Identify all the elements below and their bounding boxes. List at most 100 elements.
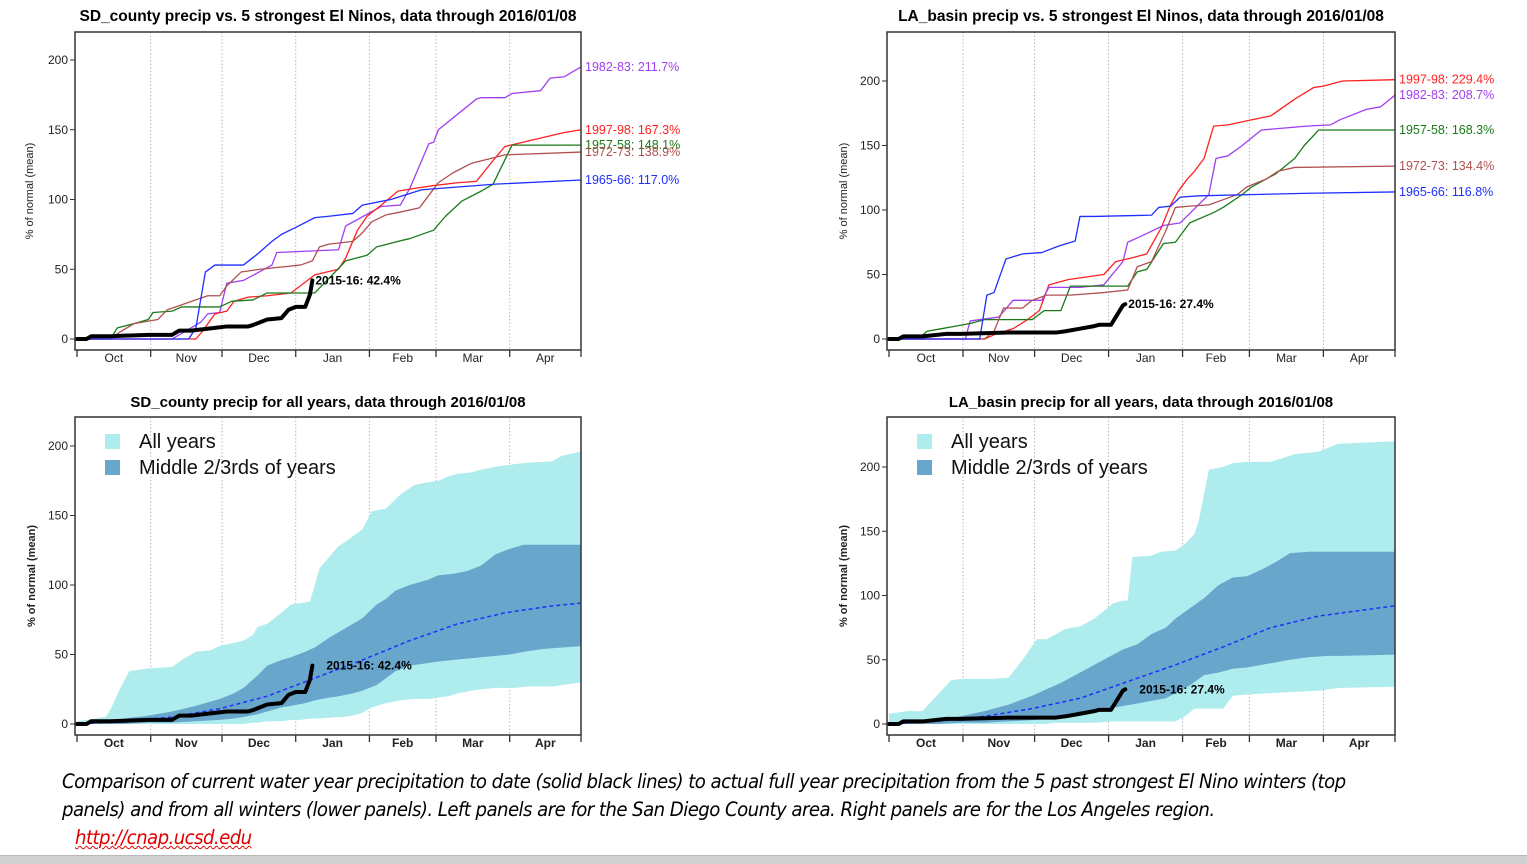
x-tick-label: Nov: [987, 736, 1010, 750]
series-label-1965-66: 1965-66: 116.8%: [1399, 185, 1493, 199]
x-tick-label: Apr: [536, 351, 555, 365]
y-tick-label: 0: [873, 717, 880, 731]
plot-frame: [74, 31, 582, 351]
y-tick-label: 0: [61, 332, 68, 346]
x-tick-label: Nov: [176, 351, 197, 365]
x-tick-label: Dec: [248, 736, 270, 750]
series-line-2015-16: [887, 687, 1128, 726]
y-tick-label: 200: [48, 439, 68, 453]
legend-swatch: [917, 460, 932, 475]
x-tick-label: Oct: [104, 736, 124, 750]
x-tick-label: Feb: [392, 736, 413, 750]
window-bottom-bar: [0, 855, 1527, 864]
series-label-2015-16: 2015-16: 42.4%: [326, 659, 412, 673]
series-line-1972-73: [888, 165, 1396, 340]
series-label-2015-16: 2015-16: 27.4%: [1139, 682, 1225, 696]
caption-text: Comparison of current water year precipi…: [62, 770, 1346, 821]
x-tick-label: Feb: [392, 351, 413, 365]
series-label-1957-58: 1957-58: 168.3%: [1399, 123, 1494, 137]
x-tick-label: Dec: [248, 351, 269, 365]
x-tick-label: Jan: [322, 736, 343, 750]
legend-label: All years: [951, 431, 1028, 453]
legend-label: Middle 2/3rds of years: [139, 457, 336, 479]
chart-title: SD_county precip vs. 5 strongest El Nino…: [79, 8, 576, 25]
x-tick-label: Mar: [462, 736, 484, 750]
series-line-2015-16: [75, 663, 315, 726]
series-label-1957-58: 1957-58: 148.1%: [585, 138, 680, 152]
plot-frame: [886, 416, 1396, 736]
y-tick-label: 100: [48, 578, 68, 592]
y-tick-label: 200: [48, 53, 68, 67]
figure-caption: Comparison of current water year precipi…: [62, 768, 1401, 852]
y-tick-label: 50: [55, 262, 69, 276]
series-line-1997-98: [76, 129, 582, 340]
plot-frame: [886, 31, 1396, 351]
x-tick-label: Feb: [1206, 351, 1227, 365]
chart-figure: SD_county precip vs. 5 strongest El Nino…: [24, 8, 1494, 750]
x-tick-label: Dec: [1061, 351, 1082, 365]
legend-swatch: [105, 434, 120, 449]
series-line-1982-83: [888, 94, 1396, 340]
source-link[interactable]: http://cnap.ucsd.edu: [75, 826, 252, 849]
y-tick-label: 100: [48, 193, 68, 207]
series-line-1997-98: [888, 79, 1396, 340]
legend-label: All years: [139, 431, 216, 453]
y-tick-label: 200: [860, 460, 880, 474]
y-axis-label: % of normal (mean): [838, 525, 850, 627]
chart-panel-la-elnino: LA_basin precip vs. 5 strongest El Ninos…: [838, 8, 1494, 365]
y-tick-label: 0: [61, 717, 68, 731]
chart-title: LA_basin precip for all years, data thro…: [949, 394, 1333, 411]
chart-title: SD_county precip for all years, data thr…: [130, 394, 525, 411]
x-tick-label: Oct: [917, 351, 936, 365]
legend-swatch: [105, 460, 120, 475]
x-tick-label: Mar: [1276, 736, 1298, 750]
y-axis-label: % of normal (mean): [24, 143, 36, 240]
chart-title: LA_basin precip vs. 5 strongest El Ninos…: [898, 8, 1384, 25]
y-tick-label: 0: [873, 332, 880, 346]
series-label-1965-66: 1965-66: 117.0%: [585, 173, 679, 187]
y-tick-label: 200: [860, 74, 880, 88]
x-tick-label: Jan: [1135, 736, 1156, 750]
series-label-1972-73: 1972-73: 134.4%: [1399, 159, 1494, 173]
series-line-1982-83: [76, 66, 582, 340]
series-label-1997-98: 1997-98: 167.3%: [585, 123, 680, 137]
series-label-1972-73: 1972-73: 138.9%: [585, 145, 680, 159]
series-line-1972-73: [76, 151, 582, 340]
x-tick-label: Nov: [175, 736, 198, 750]
chart-panel-la-all: LA_basin precip for all years, data thro…: [838, 394, 1396, 750]
x-tick-label: Feb: [1205, 736, 1226, 750]
series-label-1982-83: 1982-83: 211.7%: [585, 60, 679, 74]
series-line-1965-66: [888, 191, 1396, 340]
x-tick-label: Jan: [1136, 351, 1155, 365]
series-line-2015-16: [75, 278, 315, 341]
chart-panel-sd-elnino: SD_county precip vs. 5 strongest El Nino…: [24, 8, 680, 365]
series-line-1957-58: [76, 144, 582, 340]
series-label-1997-98: 1997-98: 229.4%: [1399, 73, 1494, 87]
series-label-1982-83: 1982-83: 208.7%: [1399, 88, 1494, 102]
x-tick-label: Oct: [916, 736, 936, 750]
mean-line: [76, 602, 582, 725]
y-tick-label: 100: [860, 203, 880, 217]
x-tick-label: Oct: [105, 351, 124, 365]
y-tick-label: 50: [867, 653, 881, 667]
plot-frame: [74, 416, 582, 736]
y-tick-label: 150: [48, 123, 68, 137]
legend-swatch: [917, 434, 932, 449]
y-tick-label: 50: [55, 648, 69, 662]
y-axis-label: % of normal (mean): [838, 143, 850, 240]
legend-label: Middle 2/3rds of years: [951, 457, 1148, 479]
x-tick-label: Jan: [323, 351, 342, 365]
x-tick-label: Apr: [535, 736, 556, 750]
y-tick-label: 150: [48, 509, 68, 523]
series-label-2015-16: 2015-16: 42.4%: [315, 273, 401, 287]
series-label-2015-16: 2015-16: 27.4%: [1128, 297, 1214, 311]
y-axis-label: % of normal (mean): [26, 525, 38, 627]
series-line-1965-66: [76, 179, 582, 340]
y-tick-label: 150: [860, 524, 880, 538]
y-tick-label: 150: [860, 139, 880, 153]
x-tick-label: Dec: [1061, 736, 1083, 750]
x-tick-label: Apr: [1349, 736, 1370, 750]
chart-panel-sd-all: SD_county precip for all years, data thr…: [26, 394, 582, 750]
x-tick-label: Mar: [462, 351, 483, 365]
x-tick-label: Mar: [1276, 351, 1297, 365]
